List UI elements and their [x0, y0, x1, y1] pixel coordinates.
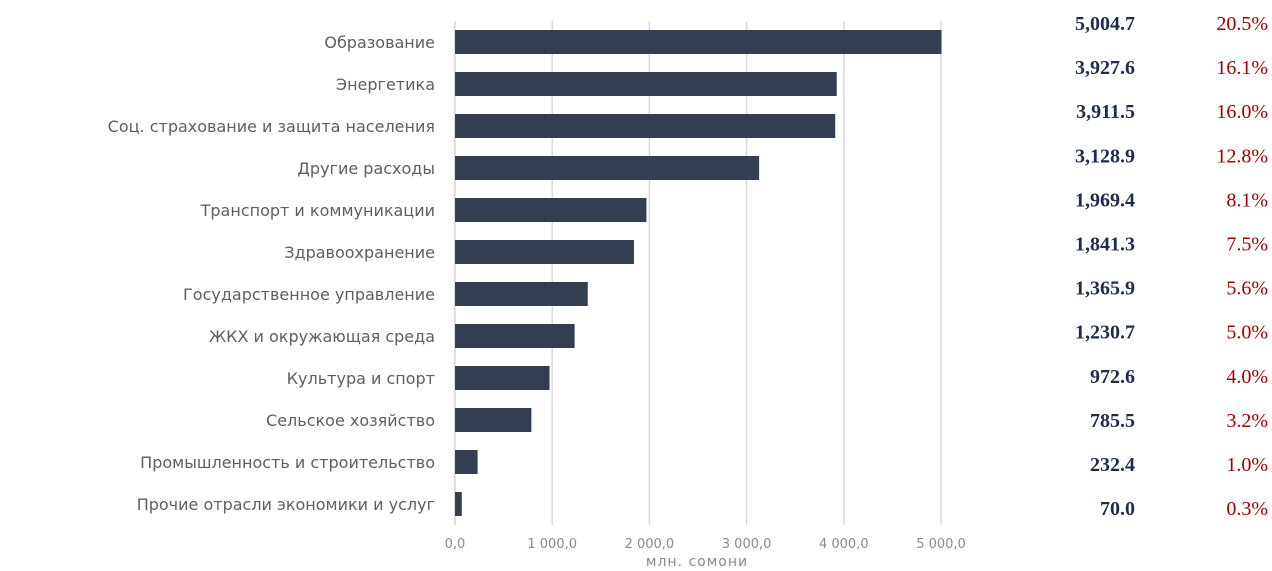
share-label: 1.0%: [1226, 454, 1268, 476]
amount-label: 1,230.7: [1075, 322, 1135, 344]
amount-column: 5,004.7 3,927.6 3,911.5 3,128.9 1,969.4 1,841…: [1075, 13, 1135, 520]
share-label: 7.5%: [1226, 234, 1268, 256]
bars: [455, 30, 942, 516]
bar: [455, 450, 478, 474]
x-tick-label: 3 000,0: [722, 537, 772, 552]
gridlines: [454, 21, 942, 525]
category-label: Прочие отрасли экономики и услуг: [137, 495, 435, 514]
x-tick-labels: 0,0 1 000,0 2 000,0 3 000,0 4 000,0 5 000,0: [445, 537, 966, 552]
bar: [455, 72, 837, 96]
bar: [455, 366, 550, 390]
amount-label: 1,365.9: [1075, 278, 1135, 300]
category-label: Соц. страхование и защита населения: [108, 117, 435, 136]
share-label: 5.6%: [1226, 278, 1268, 300]
share-column: 20.5% 16.1% 16.0% 12.8% 8.1% 7.5% 5.6% 5.0% 4.0%…: [1216, 13, 1268, 520]
bar: [455, 30, 942, 54]
category-label: ЖКХ и окружающая среда: [209, 327, 435, 346]
share-label: 0.3%: [1226, 498, 1268, 520]
amount-label: 1,841.3: [1075, 234, 1135, 256]
share-label: 8.1%: [1226, 189, 1268, 211]
category-label: Здравоохранение: [284, 243, 435, 262]
amount-label: 1,969.4: [1075, 189, 1135, 211]
share-label: 5.0%: [1226, 322, 1268, 344]
bar: [455, 198, 647, 222]
share-label: 16.0%: [1216, 101, 1268, 123]
x-tick-label: 0,0: [445, 537, 466, 552]
category-label: Энергетика: [336, 75, 435, 94]
category-label: Культура и спорт: [287, 369, 435, 388]
share-label: 16.1%: [1216, 57, 1268, 79]
share-label: 3.2%: [1226, 410, 1268, 432]
amount-label: 5,004.7: [1075, 13, 1135, 35]
category-labels: Образование Энергетика Соц. страхование и …: [108, 33, 435, 514]
amount-label: 232.4: [1090, 454, 1135, 476]
category-label: Сельское хозяйство: [266, 411, 435, 430]
amount-label: 3,927.6: [1075, 57, 1135, 79]
amount-label: 785.5: [1090, 410, 1135, 432]
bar: [455, 156, 760, 180]
bar: [455, 492, 462, 516]
share-label: 20.5%: [1216, 13, 1268, 35]
category-label: Другие расходы: [297, 159, 435, 178]
x-axis-title: млн. сомони: [646, 554, 748, 570]
x-tick-label: 4 000,0: [819, 537, 869, 552]
x-tick-label: 2 000,0: [625, 537, 675, 552]
amount-label: 972.6: [1090, 366, 1135, 388]
x-tick-label: 1 000,0: [527, 537, 577, 552]
category-label: Государственное управление: [183, 285, 435, 304]
amount-label: 3,128.9: [1075, 145, 1135, 167]
category-label: Образование: [324, 33, 435, 52]
bar: [455, 282, 588, 306]
amount-label: 3,911.5: [1076, 101, 1135, 123]
share-label: 12.8%: [1216, 145, 1268, 167]
bar: [455, 114, 836, 138]
bar: [455, 324, 575, 348]
bar: [455, 240, 634, 264]
share-label: 4.0%: [1226, 366, 1268, 388]
category-label: Промышленность и строительство: [140, 453, 435, 472]
x-tick-label: 5 000,0: [916, 537, 966, 552]
category-label: Транспорт и коммуникации: [200, 201, 435, 220]
bar: [455, 408, 532, 432]
amount-label: 70.0: [1100, 498, 1135, 520]
